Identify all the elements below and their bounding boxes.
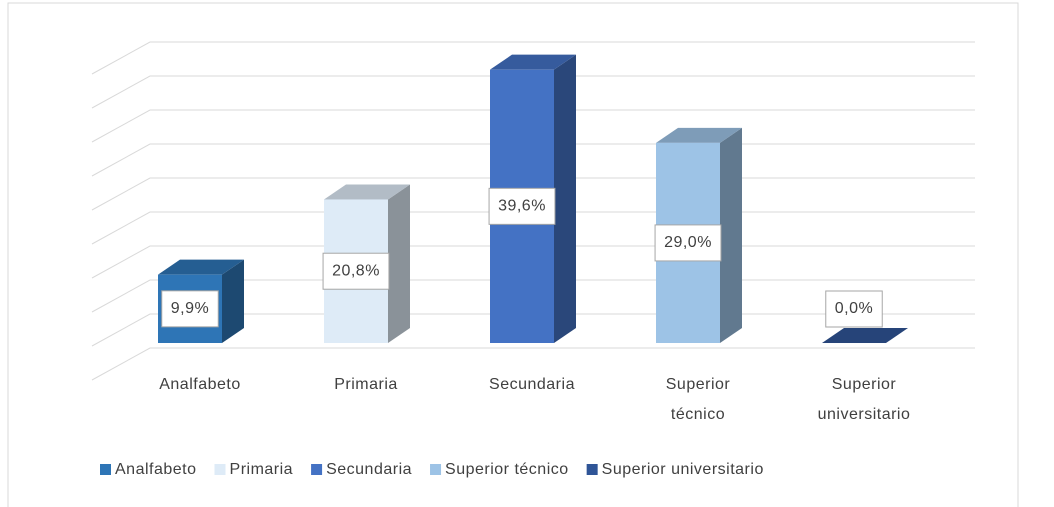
x-tick-label: Superior técnico: [666, 376, 731, 423]
x-tick-label: Superior universitario: [818, 376, 911, 423]
legend-label: Primaria: [230, 461, 294, 478]
data-label-box: [322, 252, 390, 290]
legend-label: Secundaria: [326, 461, 412, 478]
legend-swatch: [311, 464, 323, 475]
bar-side: [554, 54, 576, 344]
legend-label: Analfabeto: [115, 461, 197, 478]
legend-label: Superior técnico: [445, 461, 569, 478]
grid-line: [91, 109, 975, 143]
legend-label: Superior universitario: [602, 461, 764, 478]
data-label-box: [654, 224, 722, 262]
bar-top: [324, 184, 410, 200]
data-label: 29,0%: [664, 234, 712, 251]
bar-side: [388, 184, 410, 343]
legend-swatch: [586, 464, 598, 475]
data-label: 39,6%: [498, 198, 546, 215]
grid-line: [91, 347, 975, 381]
x-tick-label: Secundaria: [489, 376, 575, 393]
bar-top: [490, 54, 576, 70]
grid-line: [91, 75, 975, 109]
x-tick-label: Analfabeto: [159, 376, 241, 393]
legend-swatch: [430, 464, 442, 475]
data-label: 9,9%: [171, 300, 209, 317]
data-label: 20,8%: [332, 262, 380, 279]
grid-line: [91, 41, 975, 75]
data-label-box: [825, 290, 883, 328]
data-label: 0,0%: [835, 300, 873, 317]
legend-swatch: [100, 464, 111, 475]
bar-side: [720, 127, 742, 343]
bar-top: [822, 328, 908, 343]
bar-top: [656, 127, 742, 143]
data-label-box: [488, 187, 556, 225]
data-label-box: [161, 290, 219, 328]
chart-frame: [7, 2, 1019, 507]
bar-side: [222, 259, 244, 343]
legend-swatch: [214, 464, 226, 475]
x-tick-label: Primaria: [334, 376, 398, 393]
bar-top: [158, 259, 244, 275]
